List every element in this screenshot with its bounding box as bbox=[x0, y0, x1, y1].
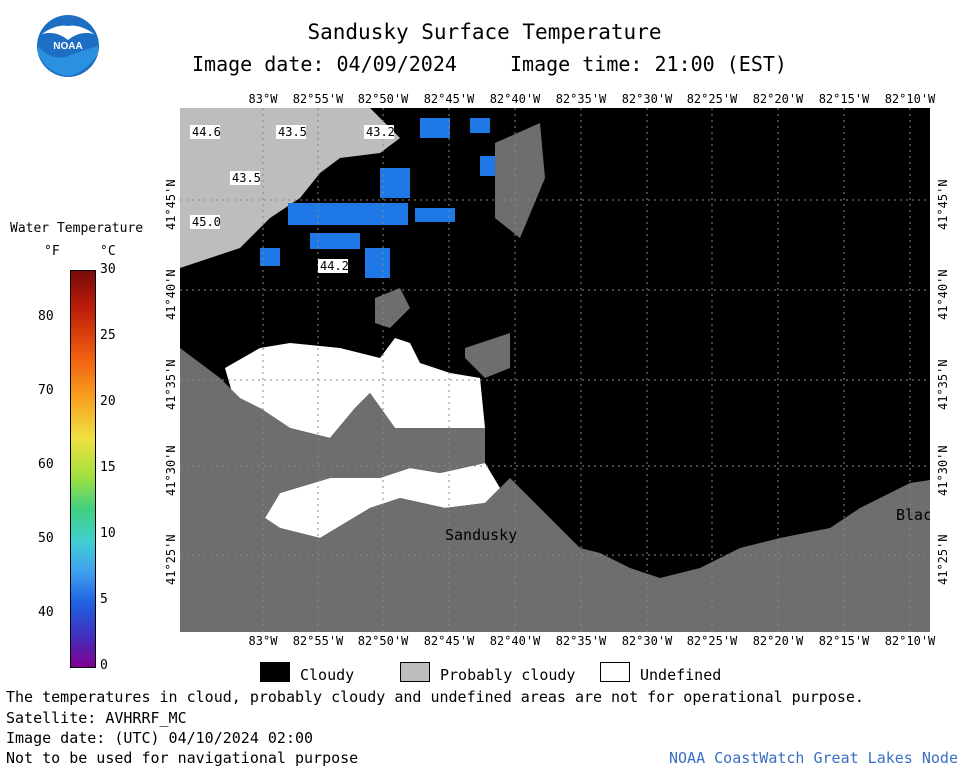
temperature-label-bg bbox=[364, 125, 394, 139]
lon-label-top: 82°35'W bbox=[555, 92, 607, 106]
undefined-bay bbox=[265, 463, 500, 538]
legend-swatch-undefined bbox=[600, 662, 630, 682]
legend-swatch-cloudy bbox=[260, 662, 290, 682]
footer-nav-warning: Not to be used for navigational purpose bbox=[6, 749, 359, 767]
legend-label-cloudy: Cloudy bbox=[300, 666, 355, 684]
colorbar-unit-f: °F bbox=[44, 244, 60, 259]
logo-text: NOAA bbox=[53, 41, 82, 52]
lon-label-top: 82°50'W bbox=[357, 92, 409, 106]
colorbar-c-tick: 15 bbox=[100, 460, 116, 475]
lat-label-left: 41°30'N bbox=[164, 445, 178, 496]
image-time: Image time: 21:00 (EST) bbox=[510, 52, 787, 76]
lon-label-bottom: 82°50'W bbox=[357, 634, 409, 648]
land-area bbox=[180, 348, 930, 632]
temperature-label-bg bbox=[190, 125, 220, 139]
lon-label-bottom: 82°40'W bbox=[489, 634, 541, 648]
lon-label-top: 83°W bbox=[248, 92, 278, 106]
lon-label-bottom: 82°20'W bbox=[752, 634, 804, 648]
lon-label-top: 82°30'W bbox=[621, 92, 673, 106]
lon-label-top: 82°15'W bbox=[818, 92, 870, 106]
lon-label-top: 82°25'W bbox=[686, 92, 738, 106]
temperature-labels: 44.6 43.5 43.2 43.5 45.0 44.2 bbox=[190, 125, 395, 273]
legend-swatch-probably-cloudy bbox=[400, 662, 430, 682]
lat-label-right: 41°45'N bbox=[936, 179, 950, 230]
footer-utc-date: Image date: (UTC) 04/10/2024 02:00 bbox=[6, 729, 314, 747]
temperature-label: 44.2 bbox=[320, 259, 349, 273]
lat-label-left: 41°45'N bbox=[164, 179, 178, 230]
colorbar-c-tick: 5 bbox=[100, 592, 108, 607]
temperature-label-bg bbox=[230, 171, 260, 185]
lon-label-bottom: 82°55'W bbox=[292, 634, 344, 648]
lon-label-top: 82°45'W bbox=[423, 92, 475, 106]
lon-label-bottom: 82°45'W bbox=[423, 634, 475, 648]
footer-satellite: Satellite: AVHRRF_MC bbox=[6, 709, 187, 727]
lon-label-top: 82°40'W bbox=[489, 92, 541, 106]
temperature-label: 43.5 bbox=[232, 171, 261, 185]
colorbar-gradient bbox=[70, 270, 96, 668]
temperature-label-bg bbox=[190, 215, 220, 229]
colorbar-f-tick: 70 bbox=[38, 383, 54, 398]
lat-label-right: 41°30'N bbox=[936, 445, 950, 496]
lat-label-left: 41°40'N bbox=[164, 269, 178, 320]
kelleys-island-area bbox=[495, 123, 545, 238]
lon-label-bottom: 82°15'W bbox=[818, 634, 870, 648]
island-area bbox=[375, 288, 410, 328]
colorbar-c-tick: 0 bbox=[100, 658, 108, 673]
temperature-label: 43.5 bbox=[278, 125, 307, 139]
lon-label-bottom: 82°35'W bbox=[555, 634, 607, 648]
place-label-sandusky: Sandusky bbox=[445, 526, 517, 544]
undefined-area bbox=[225, 338, 485, 438]
sst-map: 44.6 43.5 43.2 43.5 45.0 44.2 Sandusky Blac bbox=[180, 108, 930, 632]
lon-label-bottom: 83°W bbox=[248, 634, 278, 648]
lon-label-bottom: 82°10'W bbox=[884, 634, 936, 648]
lat-label-right: 41°40'N bbox=[936, 269, 950, 320]
lat-label-left: 41°35'N bbox=[164, 359, 178, 410]
temperature-label: 43.2 bbox=[366, 125, 395, 139]
water-temperature-patches bbox=[260, 118, 500, 278]
temperature-label-bg bbox=[318, 259, 348, 273]
lat-label-left: 41°25'N bbox=[164, 534, 178, 585]
lon-label-bottom: 82°25'W bbox=[686, 634, 738, 648]
colorbar-f-tick: 80 bbox=[38, 309, 54, 324]
temperature-label: 45.0 bbox=[192, 215, 221, 229]
lon-label-top: 82°10'W bbox=[884, 92, 936, 106]
temperature-label: 44.6 bbox=[192, 125, 221, 139]
colorbar-f-tick: 60 bbox=[38, 457, 54, 472]
colorbar-c-tick: 25 bbox=[100, 328, 116, 343]
colorbar-c-tick: 10 bbox=[100, 526, 116, 541]
colorbar-unit-c: °C bbox=[100, 244, 116, 259]
footer-disclaimer: The temperatures in cloud, probably clou… bbox=[6, 688, 864, 706]
image-date: Image date: 04/09/2024 bbox=[192, 52, 457, 76]
noaa-logo: NOAA bbox=[37, 15, 99, 77]
lon-label-top: 82°20'W bbox=[752, 92, 804, 106]
legend-label-undefined: Undefined bbox=[640, 666, 722, 684]
lat-label-right: 41°35'N bbox=[936, 359, 950, 410]
probably-cloudy-area bbox=[180, 108, 400, 268]
lon-label-top: 82°55'W bbox=[292, 92, 344, 106]
colorbar-c-tick: 30 bbox=[100, 262, 116, 277]
legend-label-probably-cloudy: Probably cloudy bbox=[440, 666, 576, 684]
lon-label-bottom: 82°30'W bbox=[621, 634, 673, 648]
place-label-blac: Blac bbox=[896, 506, 930, 524]
colorbar-f-tick: 40 bbox=[38, 605, 54, 620]
island-area-2 bbox=[465, 333, 510, 378]
footer-credit: NOAA CoastWatch Great Lakes Node bbox=[669, 749, 958, 767]
lat-label-right: 41°25'N bbox=[936, 534, 950, 585]
colorbar-c-tick: 20 bbox=[100, 394, 116, 409]
map-grid bbox=[180, 108, 930, 632]
page-title: Sandusky Surface Temperature bbox=[307, 20, 662, 44]
temperature-label-bg bbox=[276, 125, 306, 139]
colorbar-f-tick: 50 bbox=[38, 531, 54, 546]
colorbar-title: Water Temperature bbox=[10, 221, 144, 236]
